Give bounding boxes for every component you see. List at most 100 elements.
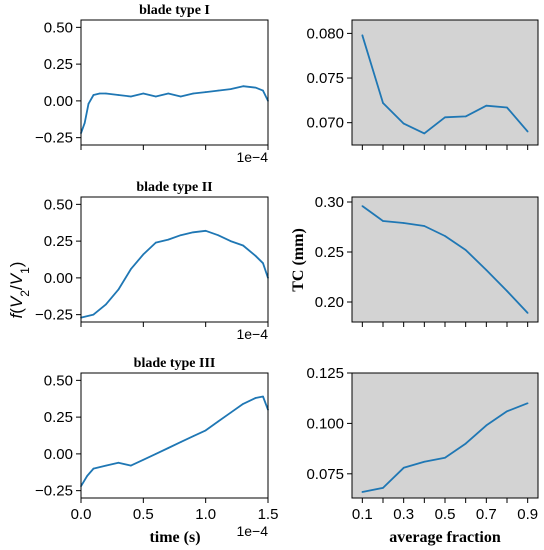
data-point <box>485 104 488 107</box>
data-point <box>167 447 170 449</box>
left-ylabel: f(V2/V1) <box>7 262 32 319</box>
y-tick-label: 0.20 <box>315 294 344 311</box>
data-point <box>217 420 219 423</box>
data-point <box>117 288 120 291</box>
y-tick-label: 0.50 <box>44 196 73 213</box>
y-tick-label: 0.080 <box>306 25 344 42</box>
data-point <box>179 441 182 443</box>
data-point <box>217 89 219 92</box>
offset-text: 1e−4 <box>236 523 268 539</box>
data-point <box>204 429 207 432</box>
data-point <box>262 262 264 264</box>
panel-3: 0.50 0.25 0.00 −0.25 0.0 0.5 1.0 1.5 blade type … <box>35 356 278 539</box>
y-tick-label: 0.075 <box>306 466 344 483</box>
right-xlabel: average fraction <box>389 529 501 546</box>
panels: 0.50 0.25 0.00 −0.25 blade type I 1e−4 0.50 0.2… <box>35 3 539 539</box>
data-point <box>382 487 384 489</box>
panel-6: 0.125 0.100 0.075 0.1 0.3 0.5 0.7 0.9 <box>306 365 539 523</box>
data-point <box>402 122 405 125</box>
data-point <box>254 397 257 399</box>
data-point <box>83 122 86 124</box>
plot-area <box>81 373 268 498</box>
right-ylabel: TC (mm) <box>290 228 307 292</box>
y-tick-label: 0.50 <box>44 19 73 36</box>
x-tick-label: 1.5 <box>258 506 279 523</box>
data-point <box>402 466 405 469</box>
data-point <box>142 253 145 256</box>
data-point <box>526 130 529 133</box>
data-point <box>105 464 107 467</box>
y-tick-label: 0.00 <box>44 446 73 463</box>
data-point <box>506 290 508 292</box>
y-tick-label: −0.25 <box>35 483 73 500</box>
data-point <box>92 94 95 96</box>
data-point <box>130 268 132 270</box>
y-tick-label: 0.00 <box>44 93 73 110</box>
data-point <box>361 34 364 36</box>
data-point <box>382 220 384 222</box>
data-point <box>444 456 446 459</box>
axes-frame <box>80 372 269 499</box>
data-point <box>192 435 194 438</box>
x-tick-label: 0.3 <box>393 506 414 523</box>
data-point <box>204 91 207 93</box>
panel-2: 0.50 0.25 0.00 −0.25 blade type II 1e−4 <box>35 180 269 342</box>
data-point <box>167 92 170 95</box>
series-line <box>80 395 269 487</box>
data-point <box>423 132 426 135</box>
data-point <box>192 231 194 234</box>
left-xlabel: time (s) <box>149 529 200 546</box>
data-point <box>242 244 244 247</box>
y-tick-label: 0.25 <box>44 56 73 73</box>
panel-5: 0.30 0.25 0.20 <box>315 194 539 327</box>
data-point <box>254 86 257 89</box>
data-point <box>155 95 157 98</box>
data-point <box>179 95 182 98</box>
plot-area <box>81 20 268 145</box>
data-point <box>130 95 132 98</box>
plot-area <box>352 373 538 498</box>
data-point <box>92 313 95 316</box>
data-point <box>179 234 182 237</box>
data-point <box>105 92 107 95</box>
y-tick-label: −0.25 <box>35 130 73 147</box>
data-point <box>382 102 384 104</box>
y-tick-label: 0.25 <box>315 244 344 261</box>
panel-title: blade type II <box>136 180 212 195</box>
axes-frame <box>80 196 269 323</box>
data-point <box>242 85 244 87</box>
data-point <box>229 411 232 414</box>
x-tick-label: 0.0 <box>71 506 92 523</box>
data-point <box>229 88 232 90</box>
data-point <box>361 491 364 493</box>
data-point <box>105 303 107 306</box>
data-point <box>526 312 529 314</box>
data-point <box>92 467 95 470</box>
x-tick-label: 0.7 <box>476 506 497 523</box>
data-point <box>155 241 157 244</box>
y-tick-label: 0.25 <box>44 233 73 250</box>
plot-area <box>352 197 538 322</box>
plot-area <box>352 20 538 145</box>
data-point <box>506 106 508 109</box>
offset-text: 1e−4 <box>236 326 268 342</box>
panel-title: blade type III <box>134 356 216 371</box>
x-tick-label: 0.5 <box>133 506 154 523</box>
y-tick-label: −0.25 <box>35 307 73 324</box>
y-tick-label: 0.100 <box>306 415 344 432</box>
data-point <box>444 235 446 237</box>
y-tick-label: 0.50 <box>44 372 73 389</box>
axes-frame <box>80 19 269 146</box>
data-point <box>485 424 488 427</box>
x-tick-label: 0.9 <box>517 506 538 523</box>
plot-area <box>81 197 268 322</box>
data-point <box>254 255 257 257</box>
data-point <box>167 238 170 241</box>
data-point <box>229 240 232 242</box>
data-point <box>204 230 207 232</box>
data-point <box>485 269 488 271</box>
panel-title: blade type I <box>139 3 210 18</box>
data-point <box>402 222 405 224</box>
x-tick-label: 0.1 <box>352 506 373 523</box>
data-point <box>464 442 467 445</box>
